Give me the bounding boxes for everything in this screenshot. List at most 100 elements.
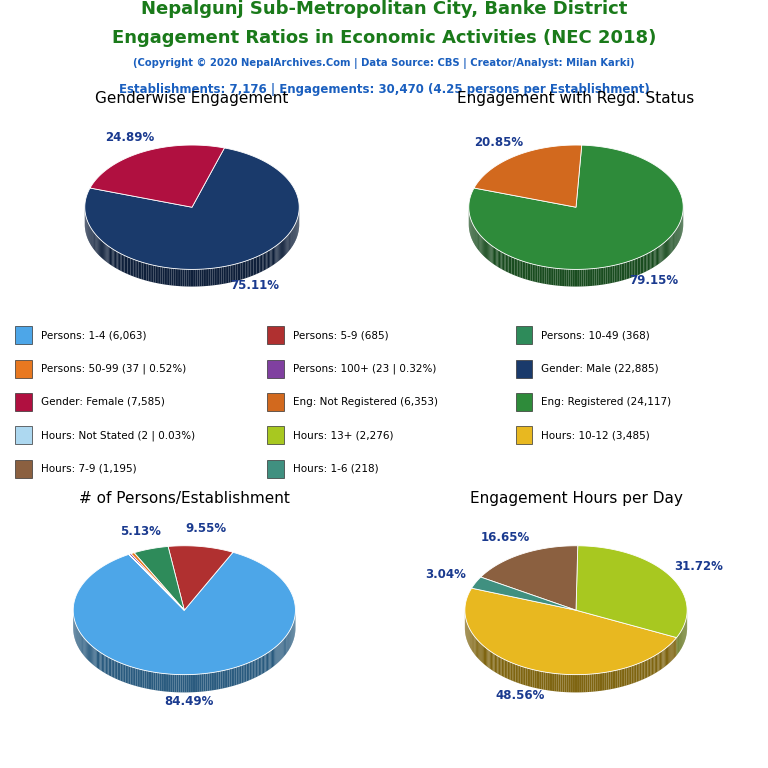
Polygon shape [257,658,259,677]
Polygon shape [495,654,496,673]
Polygon shape [225,266,227,283]
Polygon shape [576,270,578,286]
FancyBboxPatch shape [15,393,31,411]
Polygon shape [545,266,547,284]
Polygon shape [589,269,591,286]
Polygon shape [178,674,180,693]
Polygon shape [109,247,110,264]
Polygon shape [260,255,261,273]
Polygon shape [124,664,125,683]
Polygon shape [494,247,495,265]
Polygon shape [558,269,559,286]
Polygon shape [611,671,612,689]
Polygon shape [196,270,197,286]
Polygon shape [119,662,121,680]
Polygon shape [114,250,115,267]
Polygon shape [205,269,207,286]
Polygon shape [182,674,184,693]
Polygon shape [505,254,507,272]
Polygon shape [110,658,111,677]
Polygon shape [621,263,623,281]
Polygon shape [477,640,478,658]
Polygon shape [144,263,145,280]
Polygon shape [539,266,541,283]
Polygon shape [509,662,511,680]
Polygon shape [218,267,220,285]
Polygon shape [561,269,563,286]
Polygon shape [512,663,514,681]
FancyBboxPatch shape [267,460,284,478]
Polygon shape [598,674,599,691]
Polygon shape [118,662,119,680]
Polygon shape [250,662,251,680]
Text: Hours: 13+ (2,276): Hours: 13+ (2,276) [293,430,393,440]
Polygon shape [650,251,652,269]
Polygon shape [173,674,174,692]
Polygon shape [598,268,600,285]
Polygon shape [601,673,603,690]
Polygon shape [268,250,269,268]
Polygon shape [630,666,631,684]
Polygon shape [174,674,177,692]
Polygon shape [536,265,538,283]
Polygon shape [213,672,215,690]
Polygon shape [485,647,486,666]
Polygon shape [627,667,628,685]
Polygon shape [279,243,280,261]
Polygon shape [514,664,515,682]
Polygon shape [620,669,621,687]
Polygon shape [604,267,605,284]
Polygon shape [134,260,135,277]
Polygon shape [570,674,572,693]
Polygon shape [116,251,118,269]
Polygon shape [491,651,492,670]
Polygon shape [184,270,187,286]
Polygon shape [129,554,184,611]
Polygon shape [616,670,617,688]
Polygon shape [280,641,282,660]
Polygon shape [603,673,604,690]
Polygon shape [192,270,194,286]
Polygon shape [564,269,567,286]
Polygon shape [531,669,532,687]
Polygon shape [660,651,661,670]
Polygon shape [201,269,204,286]
Polygon shape [217,671,219,690]
Polygon shape [171,268,174,286]
Polygon shape [99,651,101,670]
FancyBboxPatch shape [15,460,31,478]
Polygon shape [652,250,653,268]
Polygon shape [525,262,528,280]
Polygon shape [180,674,182,693]
Polygon shape [672,641,674,660]
Polygon shape [234,264,236,282]
Polygon shape [283,638,284,657]
FancyBboxPatch shape [516,393,532,411]
Polygon shape [590,674,591,692]
Polygon shape [623,263,624,280]
Polygon shape [177,674,178,692]
Polygon shape [656,248,657,266]
Text: 3.04%: 3.04% [425,568,466,581]
Polygon shape [243,664,245,683]
Polygon shape [478,641,480,660]
Polygon shape [554,674,557,691]
Polygon shape [227,266,229,283]
Polygon shape [263,253,265,270]
Polygon shape [486,241,487,259]
Polygon shape [141,262,144,280]
Polygon shape [251,661,253,680]
Polygon shape [564,674,566,692]
Polygon shape [468,145,684,270]
Polygon shape [213,268,214,286]
Text: Persons: 100+ (23 | 0.32%): Persons: 100+ (23 | 0.32%) [293,363,436,374]
Polygon shape [143,670,144,688]
Polygon shape [272,248,273,266]
Polygon shape [568,270,571,286]
Polygon shape [507,255,508,273]
Polygon shape [277,243,279,262]
Polygon shape [669,237,670,256]
Polygon shape [187,270,188,286]
Polygon shape [85,640,86,658]
Polygon shape [125,665,127,684]
